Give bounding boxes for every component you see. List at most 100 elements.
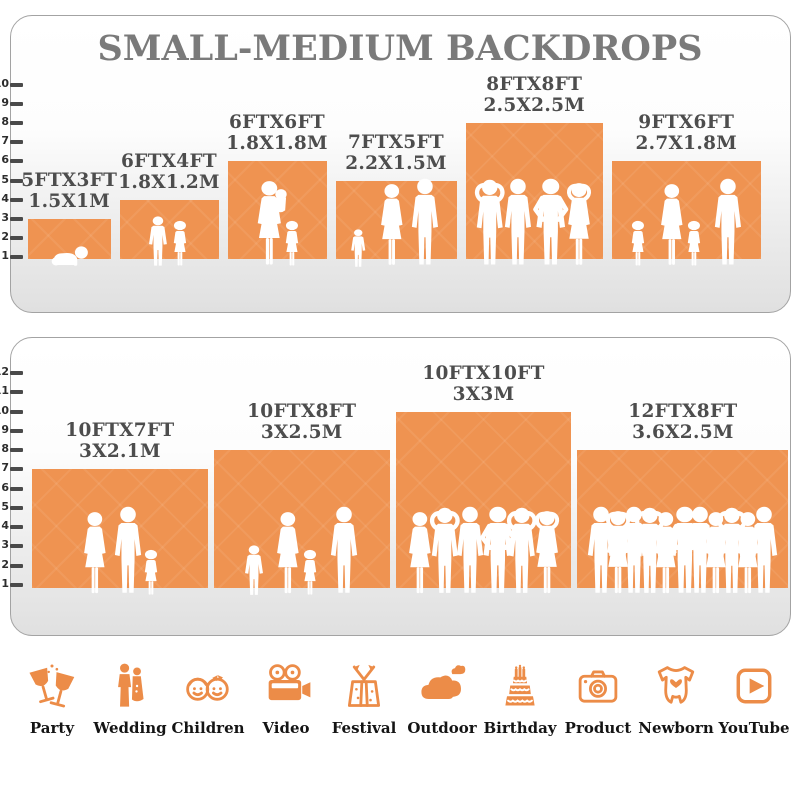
woman-icon xyxy=(381,183,403,265)
size-m-text: 3X3M xyxy=(452,383,515,405)
axis-tick-label: 3 xyxy=(1,211,9,224)
size-m-text: 2.2X1.5M xyxy=(345,152,447,174)
outdoor-icon xyxy=(421,665,466,699)
category-label: Video xyxy=(262,719,310,737)
man-up-silhouette xyxy=(471,179,508,268)
woman-up-silhouette xyxy=(528,510,566,597)
woman-up-icon xyxy=(566,182,592,265)
category-youtube: YouTube xyxy=(718,660,790,737)
axis-tick xyxy=(10,409,23,414)
size-m-text: 1.8X1.8M xyxy=(226,133,328,155)
axis-tick xyxy=(10,197,23,202)
man-silhouette xyxy=(582,506,620,597)
size-ft-text: 5FTX3FT xyxy=(21,170,118,191)
baby-silhouette xyxy=(46,243,92,268)
girl-icon xyxy=(174,220,187,266)
woman-up-silhouette xyxy=(560,182,598,268)
size-ft-text: 9FTX6FT xyxy=(638,112,735,134)
category-party: Party xyxy=(16,660,88,737)
backdrop-bar-5ftx3ft xyxy=(28,219,111,259)
man-akimbo-icon xyxy=(532,178,568,265)
axis-tick xyxy=(10,121,23,125)
axis-tick-label: 11 xyxy=(0,384,9,398)
axis-tick-label: 4 xyxy=(1,191,9,205)
axis-tick xyxy=(10,82,23,87)
category-label: Wedding xyxy=(93,719,167,737)
axis-tick-label: 6 xyxy=(1,153,9,167)
axis-tick-label: 7 xyxy=(1,461,9,475)
boy-silhouette xyxy=(241,545,267,597)
axis-tick xyxy=(10,236,23,241)
girl-icon xyxy=(285,220,298,266)
axis-tick xyxy=(10,583,23,588)
man-up-icon xyxy=(507,508,537,594)
toddler-silhouette xyxy=(348,228,368,268)
boy-icon xyxy=(244,545,263,595)
axis-tick-label: 5 xyxy=(1,172,9,186)
size-m-text: 1.8X1.2M xyxy=(118,171,220,193)
backdrop-size-label: 6FTX6FT 1.8X1.8M xyxy=(177,112,377,154)
size-ft-text: 8FTX8FT xyxy=(486,74,583,95)
woman-silhouette xyxy=(76,511,114,597)
axis-tick-label: 8 xyxy=(1,442,9,456)
axis-tick-label: 2 xyxy=(1,230,9,244)
axis-tick xyxy=(10,428,23,433)
axis-tick xyxy=(10,467,23,472)
girl-silhouette xyxy=(279,220,305,268)
backdrop-size-label: 8FTX8FT 2.5X2.5M xyxy=(434,74,634,116)
axis-tick-label: 4 xyxy=(1,519,9,533)
man-icon xyxy=(115,507,142,594)
man-silhouette xyxy=(109,506,147,597)
toddler-icon xyxy=(350,228,365,267)
category-birthday: Birthday xyxy=(483,660,557,737)
axis-tick xyxy=(10,255,23,260)
woman-silhouette xyxy=(647,511,685,597)
man-up-icon xyxy=(717,508,747,594)
man-silhouette xyxy=(451,506,489,597)
man-icon xyxy=(751,507,778,594)
axis-tick-label: 10 xyxy=(0,76,9,90)
man-up-silhouette xyxy=(426,507,464,597)
woman-up-icon xyxy=(535,511,560,594)
woman-icon xyxy=(84,512,106,594)
axis-tick xyxy=(10,505,23,510)
girl-silhouette xyxy=(138,549,164,597)
backdrop-bar-6ftx4ft xyxy=(119,199,219,259)
woman-carry-silhouette xyxy=(249,180,290,268)
size-m-text: 1.5X1M xyxy=(28,191,111,212)
woman-icon xyxy=(655,512,677,594)
backdrop-size-label: 9FTX6FT 2.7X1.8M xyxy=(586,112,786,154)
size-ft-text: 12FTX8FT xyxy=(628,401,738,423)
man-icon xyxy=(686,507,714,594)
man-icon xyxy=(412,178,439,265)
man-up-silhouette xyxy=(713,507,751,597)
birthday-icon xyxy=(505,664,535,706)
man-icon xyxy=(330,507,357,594)
size-m-text: 3X2.1M xyxy=(79,441,161,463)
size-ft-text: 10FTX10FT xyxy=(422,362,545,384)
category-label: Party xyxy=(29,719,75,737)
size-ft-text: 6FTX4FT xyxy=(120,150,217,172)
category-label: Birthday xyxy=(483,719,557,737)
woman-silhouette xyxy=(401,511,439,597)
axis-tick xyxy=(10,217,23,221)
man-silhouette xyxy=(709,178,747,268)
woman-icon xyxy=(661,183,683,265)
category-label: Newborn xyxy=(638,719,714,737)
youtube-icon xyxy=(736,668,772,704)
woman-silhouette xyxy=(653,183,691,268)
axis-tick-label: 10 xyxy=(0,403,9,417)
size-ft-text: 10FTX8FT xyxy=(247,401,357,423)
woman-icon xyxy=(276,512,299,594)
man-icon xyxy=(715,178,742,265)
axis-tick xyxy=(10,101,23,106)
woman-silhouette xyxy=(373,183,411,268)
axis-tick xyxy=(10,563,23,568)
axis-tick xyxy=(10,525,23,530)
size-ft-text: 6FTX6FT xyxy=(228,112,325,134)
party-icon xyxy=(29,664,75,708)
girl-silhouette xyxy=(681,220,707,268)
axis-tick xyxy=(10,371,23,376)
axis-tick-label: 1 xyxy=(1,577,9,591)
backdrop-size-label: 10FTX10FT 3X3M xyxy=(384,363,584,405)
